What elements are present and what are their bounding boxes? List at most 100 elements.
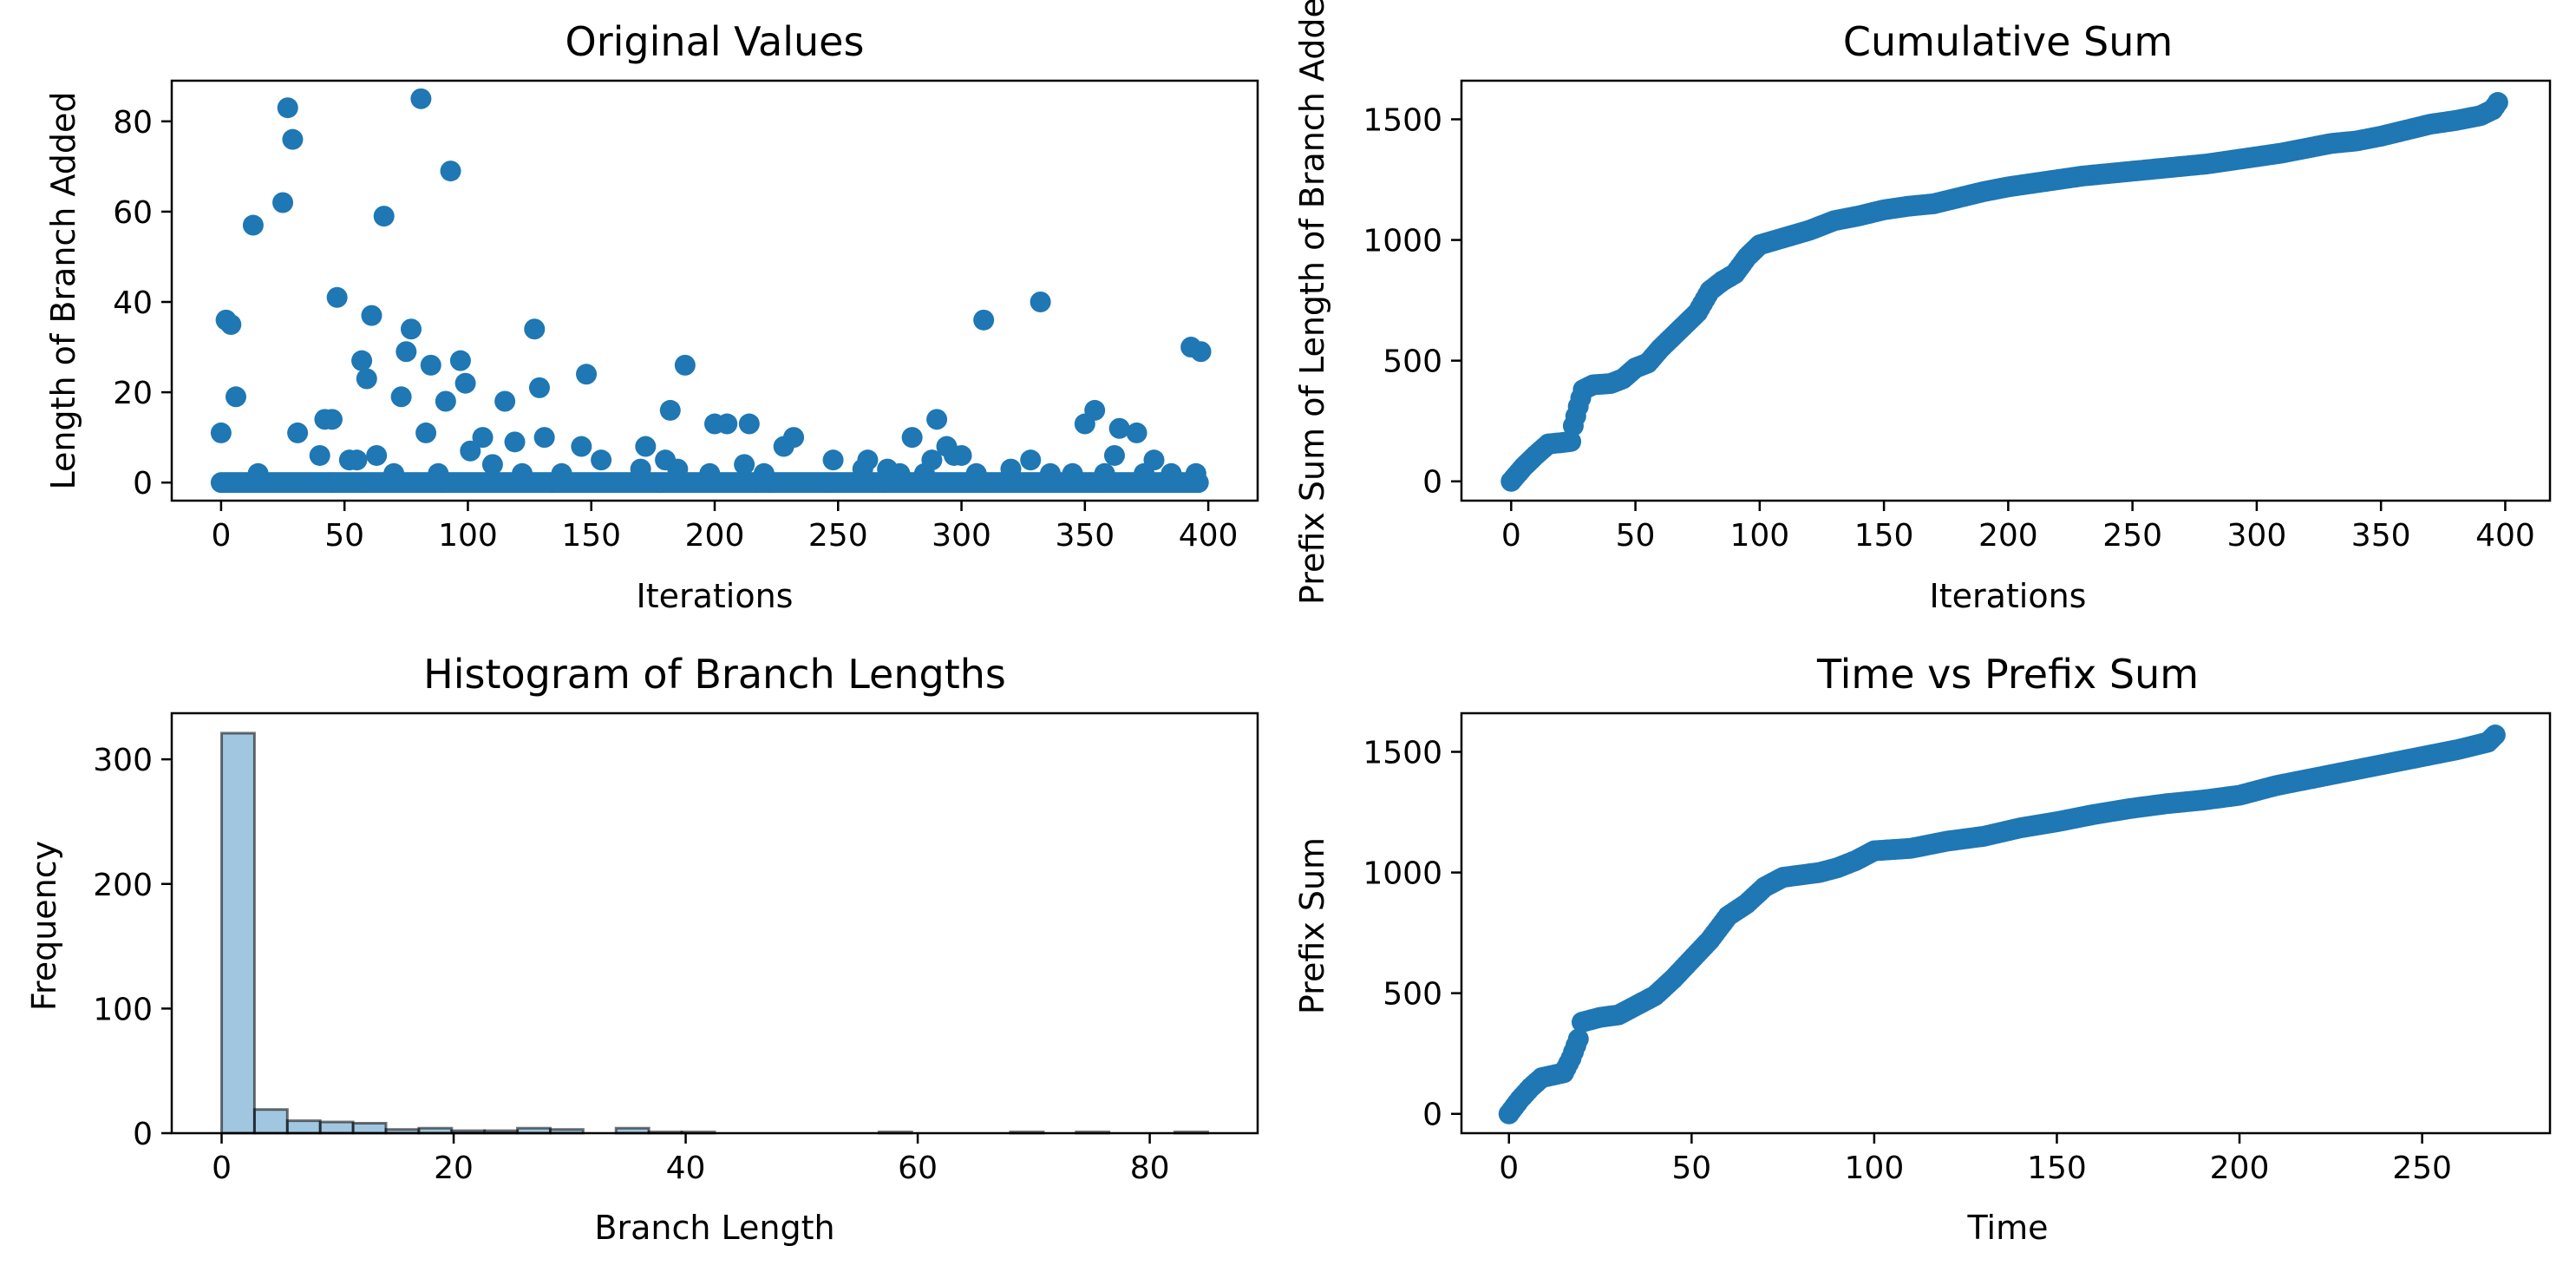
data-point (699, 462, 721, 484)
y-tick-label: 1000 (1363, 856, 1442, 892)
y-tick-label: 300 (93, 743, 153, 778)
data-point (973, 309, 995, 331)
data-point (247, 462, 269, 484)
data-point (716, 413, 738, 435)
data-point (524, 318, 546, 340)
data-point (2487, 92, 2508, 114)
data-point (1161, 462, 1182, 484)
data-point (753, 462, 775, 484)
data-point (415, 422, 437, 443)
data-point (225, 386, 246, 408)
y-tick-label: 20 (113, 376, 153, 411)
x-tick-label: 0 (212, 1151, 232, 1186)
y-tick-label: 500 (1383, 977, 1442, 1013)
data-point (571, 436, 592, 457)
data-point (460, 440, 481, 462)
data-point (420, 354, 441, 376)
x-axis-label: Time (1967, 1209, 2049, 1247)
y-tick-label: 500 (1383, 344, 1442, 380)
panel-time-vs-prefix-sum: Time vs Prefix Sum Time Prefix Sum 0 50 10… (1293, 651, 2552, 1247)
data-point (309, 444, 330, 466)
y-tick-label: 60 (113, 195, 153, 231)
x-tick-label: 50 (324, 518, 364, 554)
data-point (410, 88, 432, 109)
data-point (630, 458, 651, 480)
y-tick-label: 40 (113, 285, 153, 321)
x-tick-label: 20 (434, 1151, 474, 1186)
data-point (220, 314, 242, 336)
data-point (1103, 444, 1125, 466)
x-tick-label: 350 (2351, 518, 2411, 554)
data-point (635, 436, 657, 457)
data-point (1039, 462, 1061, 484)
x-tick-label: 300 (2227, 518, 2287, 554)
data-point (528, 377, 550, 398)
data-point (1062, 462, 1083, 484)
data-point (396, 341, 417, 363)
data-point (783, 427, 805, 449)
data-point (738, 413, 760, 435)
data-point (889, 462, 911, 484)
data-point (857, 449, 879, 471)
data-point (667, 458, 689, 480)
data-point (272, 192, 294, 213)
x-tick-label: 350 (1055, 518, 1115, 554)
data-point (346, 449, 368, 471)
y-tick-label: 1500 (1363, 736, 1442, 771)
data-point (1567, 1028, 1589, 1050)
x-tick-label: 150 (2027, 1151, 2087, 1186)
data-point (351, 350, 373, 371)
data-point (1185, 462, 1206, 484)
y-tick-label: 0 (1422, 465, 1442, 501)
x-tick-label: 300 (932, 518, 991, 554)
histogram-bar (252, 1108, 289, 1135)
data-point (287, 422, 309, 443)
x-tick-label: 200 (1978, 518, 2038, 554)
y-axis-label: Frequency (25, 841, 63, 1011)
data-point (481, 454, 503, 475)
x-tick-label: 40 (666, 1151, 706, 1186)
data-point (401, 318, 422, 340)
data-point (822, 449, 844, 471)
data-point (454, 372, 476, 394)
x-tick-label: 50 (1671, 1151, 1711, 1186)
x-tick-label: 250 (808, 518, 868, 554)
data-point (242, 214, 264, 236)
histogram-bar (318, 1120, 355, 1135)
data-point (921, 449, 943, 471)
data-point (373, 206, 395, 227)
x-tick-label: 50 (1616, 518, 1656, 554)
data-point (1126, 422, 1147, 443)
x-tick-label: 250 (2102, 518, 2162, 554)
y-tick-label: 100 (93, 992, 153, 1027)
panel-cumulative-sum: Cumulative Sum Iterations Prefix Sum of … (1293, 0, 2552, 615)
chart-title: Time vs Prefix Sum (1816, 651, 2199, 698)
data-point (361, 305, 382, 326)
x-tick-label: 150 (561, 518, 621, 554)
data-marks (210, 88, 1212, 494)
data-point (659, 399, 681, 421)
data-point (551, 462, 572, 484)
data-point (2484, 725, 2506, 746)
chart-title: Histogram of Branch Lengths (423, 651, 1006, 698)
axes-frame (1460, 79, 2552, 502)
y-axis-label: Prefix Sum of Length of Branch Added (1293, 0, 1331, 605)
histogram-bar (285, 1119, 322, 1135)
data-marks (220, 731, 1209, 1135)
x-tick-label: 0 (211, 518, 231, 554)
data-point (965, 462, 987, 484)
y-tick-label: 0 (133, 466, 153, 502)
data-point (494, 390, 516, 412)
data-point (472, 427, 494, 449)
data-point (504, 431, 526, 453)
histogram-bar (220, 731, 256, 1135)
y-tick-label: 80 (113, 105, 153, 141)
data-point (1560, 430, 1582, 452)
histogram-bar (351, 1122, 388, 1135)
y-tick-label: 1000 (1363, 224, 1442, 259)
data-point (674, 354, 696, 376)
data-point (512, 462, 533, 484)
data-point (390, 386, 412, 408)
data-point (435, 390, 456, 412)
